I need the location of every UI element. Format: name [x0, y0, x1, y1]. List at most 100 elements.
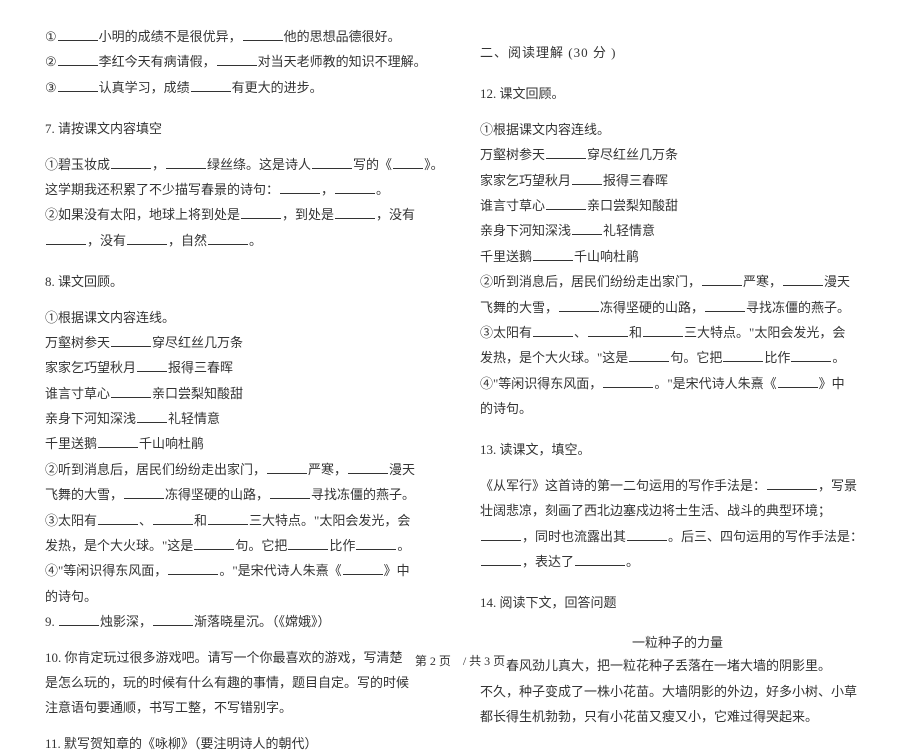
text: 三大特点。"太阳会发光，会	[684, 325, 845, 340]
text: 礼轻情意	[168, 411, 220, 426]
q6-item-2: ② 李红今天有病请假， 对当天老师教的知识不理解。	[45, 50, 440, 73]
blank	[643, 324, 683, 337]
q8-match-1: 万壑树参天 穿尽红丝几万条	[45, 331, 440, 354]
text: 家家乞巧望秋月	[480, 173, 571, 188]
blank	[46, 232, 86, 245]
blank	[166, 156, 206, 169]
q8-match-5: 千里送鹅千山响杜鹃	[45, 432, 440, 455]
text: 。"是宋代诗人朱熹《	[219, 563, 341, 578]
num: ②	[45, 54, 57, 69]
text: 句。它把	[235, 538, 287, 553]
text: 李红今天有病请假，	[99, 54, 216, 69]
blank	[208, 512, 248, 525]
q12-line-3: 飞舞的大雪，冻得坚硬的山路，寻找冻僵的燕子。	[480, 296, 875, 319]
q13-line-1: 《从军行》这首诗的第一二句运用的写作手法是：，写景	[480, 474, 875, 497]
q12-match-5: 千里送鹅 千山响杜鹃	[480, 245, 875, 268]
text: ，自然	[168, 233, 207, 248]
text: ，同时也流露出其	[522, 529, 626, 544]
left-column: ①小明的成绩不是很优异，他的思想品德很好。 ② 李红今天有病请假， 对当天老师教的知…	[45, 25, 440, 625]
blank	[194, 537, 234, 550]
blank	[111, 334, 151, 347]
text: ，到处是	[282, 207, 334, 222]
q12-line-5: 发热，是个大火球。"这是句。它把比作。	[480, 346, 875, 369]
text: 亲身下河知深浅	[45, 411, 136, 426]
text: 报得三春晖	[168, 360, 233, 375]
text: 》中	[819, 376, 845, 391]
text: 渐落晓星沉。（《嫦娥》）	[194, 614, 331, 629]
text: 小明的成绩不是很优异，	[99, 29, 242, 44]
q7-heading: 7. 请按课文内容填空	[45, 117, 440, 140]
text: 。	[832, 350, 845, 365]
text: 穿尽红丝几万条	[152, 335, 243, 350]
text: 》中	[384, 563, 410, 578]
q9: 9. 烛影深，渐落晓星沉。（《嫦娥》）	[45, 610, 440, 633]
blank	[111, 156, 151, 169]
text: 有更大的进步。	[232, 80, 323, 95]
blank	[783, 273, 823, 286]
q10-line-3: 注意语句要通顺，书写工整，不写错别字。	[45, 696, 440, 719]
blank	[481, 528, 521, 541]
text: ，表达了	[522, 554, 574, 569]
blank	[288, 537, 328, 550]
text: 和	[194, 513, 207, 528]
q8-line-6: ④"等闲识得东风面，。"是宋代诗人朱熹《》中	[45, 559, 440, 582]
blank	[335, 206, 375, 219]
text: 漫天	[389, 462, 415, 477]
blank	[111, 385, 151, 398]
text: 、	[574, 325, 587, 340]
blank	[546, 197, 586, 210]
blank	[572, 172, 602, 185]
q6-item-1: ①小明的成绩不是很优异，他的思想品德很好。	[45, 25, 440, 48]
text: 。	[626, 554, 639, 569]
blank	[153, 512, 193, 525]
blank	[767, 477, 817, 490]
text: 千里送鹅	[480, 249, 532, 264]
blank	[791, 349, 831, 362]
text: 发热，是个大火球。"这是	[480, 350, 628, 365]
text: 家家乞巧望秋月	[45, 360, 136, 375]
q13-line-4: ，表达了 。	[480, 550, 875, 573]
blank	[98, 435, 138, 448]
q8-match-3: 谁言寸草心 亲口尝梨知酸甜	[45, 382, 440, 405]
q12-line-4: ③太阳有、和三大特点。"太阳会发光，会	[480, 321, 875, 344]
blank	[546, 146, 586, 159]
blank	[267, 461, 307, 474]
q6-item-3: ③认真学习，成绩有更大的进步。	[45, 76, 440, 99]
q12-line-6: ④"等闲识得东风面，。"是宋代诗人朱熹《》中	[480, 372, 875, 395]
text: 寻找冻僵的燕子。	[746, 300, 850, 315]
text: ③太阳有	[45, 513, 97, 528]
text: 严寒，	[308, 462, 347, 477]
blank	[335, 181, 375, 194]
blank	[627, 528, 667, 541]
text: 比作	[329, 538, 355, 553]
q8-match-2: 家家乞巧望秋月 报得三春晖	[45, 356, 440, 379]
two-column-layout: ①小明的成绩不是很优异，他的思想品德很好。 ② 李红今天有病请假， 对当天老师教的知…	[45, 25, 875, 625]
text: 穿尽红丝几万条	[587, 147, 678, 162]
text: ②听到消息后，居民们纷纷走出家门，	[45, 462, 266, 477]
blank	[723, 349, 763, 362]
q8-line-7: 的诗句。	[45, 585, 440, 608]
blank	[481, 553, 521, 566]
q14-heading: 14. 阅读下文，回答问题	[480, 591, 875, 614]
q8-line-3: 飞舞的大雪，冻得坚硬的山路，寻找冻僵的燕子。	[45, 483, 440, 506]
text: 亲口尝梨知酸甜	[152, 386, 243, 401]
text: 谁言寸草心	[480, 198, 545, 213]
text: 、	[139, 513, 152, 528]
blank	[705, 299, 745, 312]
q8-line-2: ②听到消息后，居民们纷纷走出家门， 严寒， 漫天	[45, 458, 440, 481]
section-2-heading: 二、阅读理解 (30 分 )	[480, 41, 875, 64]
text: 谁言寸草心	[45, 386, 110, 401]
text: 万壑树参天	[45, 335, 110, 350]
q12-heading: 12. 课文回顾。	[480, 82, 875, 105]
text: 发热，是个大火球。"这是	[45, 538, 193, 553]
q12-line-7: 的诗句。	[480, 397, 875, 420]
text: ③太阳有	[480, 325, 532, 340]
text: 亲口尝梨知酸甜	[587, 198, 678, 213]
text: 对当天老师教的知识不理解。	[258, 54, 427, 69]
text: ，写景	[818, 478, 857, 493]
text: 千山响杜鹃	[574, 249, 639, 264]
blank	[270, 486, 310, 499]
text: 千里送鹅	[45, 436, 97, 451]
text: 这学期我还积累了不少描写春景的诗句：	[45, 182, 279, 197]
text: 》。	[424, 157, 440, 172]
